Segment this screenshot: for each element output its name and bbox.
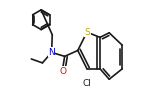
Text: N: N: [48, 48, 55, 57]
Text: S: S: [85, 28, 90, 37]
Text: O: O: [59, 67, 66, 76]
Text: Cl: Cl: [83, 79, 91, 88]
